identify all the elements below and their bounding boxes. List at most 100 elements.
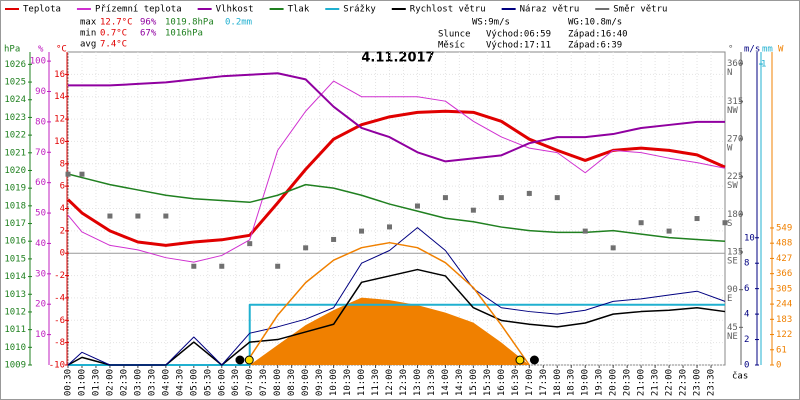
x-tick-label: 01:30 xyxy=(91,369,101,396)
wind-direction-point xyxy=(275,263,281,269)
x-tick-label: 10:30 xyxy=(343,369,353,396)
y-tick-label: 10 xyxy=(744,233,755,243)
wind-direction-point xyxy=(247,241,253,247)
x-tick-label: 05:30 xyxy=(203,369,213,396)
legend-label: Teplota xyxy=(23,5,61,15)
x-tick-label: 23:30 xyxy=(707,369,717,396)
y-tick-label: 1013 xyxy=(4,290,26,300)
y-tick-label: 6 xyxy=(60,182,65,192)
wind-direction-point xyxy=(694,216,700,222)
y-tick-label: 20 xyxy=(35,300,46,310)
x-tick-label: 04:30 xyxy=(175,369,185,396)
legend-label: Rychlost větru xyxy=(410,5,486,15)
y-tick-label: 1009 xyxy=(4,361,26,371)
y-tick-label: 427 xyxy=(776,254,792,264)
wind-direction-point xyxy=(107,213,113,219)
x-tick-label: 22:00 xyxy=(665,369,675,396)
series-line xyxy=(68,72,725,163)
y-tick-label: -8 xyxy=(54,338,65,348)
direction-label: NE xyxy=(727,332,738,342)
y-tick-label: 2 xyxy=(60,226,65,236)
y-tick-label: 305 xyxy=(776,284,792,294)
stat: 1016hPa xyxy=(165,29,203,39)
y-tick-label: 183 xyxy=(776,315,792,325)
x-tick-label: 17:30 xyxy=(539,369,549,396)
wind-direction-point xyxy=(163,213,169,219)
y-tick-label: 61 xyxy=(776,345,787,355)
y-tick-label: 1011 xyxy=(4,325,26,335)
x-tick-label: 15:00 xyxy=(469,369,479,396)
stat: 7.4°C xyxy=(100,40,127,50)
moon-label: Měsíc xyxy=(438,41,465,51)
axis-unit: W xyxy=(778,45,784,55)
y-tick-label: 1021 xyxy=(4,148,26,158)
wind-direction-point xyxy=(135,213,141,219)
stat: 0.7°C xyxy=(100,29,127,39)
direction-label: E xyxy=(727,294,732,304)
stat: 0.2mm xyxy=(225,18,252,28)
x-tick-label: 13:30 xyxy=(427,369,437,396)
chart-title: 4.11.2017 xyxy=(361,51,434,66)
stat: 67% xyxy=(140,29,157,39)
y-tick-label: 100 xyxy=(30,57,46,67)
wind-direction-point xyxy=(65,171,71,177)
y-tick-label: -2 xyxy=(54,271,65,281)
x-tick-label: 05:00 xyxy=(189,369,199,396)
x-tick-label: 10:00 xyxy=(329,369,339,396)
sun-set-marker xyxy=(515,355,525,365)
x-tick-label: 09:00 xyxy=(301,369,311,396)
legend-label: Srážky xyxy=(343,5,376,15)
wind-direction-point xyxy=(554,195,560,201)
axis-unit: m/s xyxy=(744,45,760,55)
y-tick-label: 225 xyxy=(727,172,743,182)
sun-set: Západ:16:40 xyxy=(568,30,628,40)
y-tick-label: 1020 xyxy=(4,166,26,176)
wind-direction-point xyxy=(470,207,476,213)
y-tick-label: 10 xyxy=(54,137,65,147)
x-tick-label: 08:00 xyxy=(273,369,283,396)
stat-label: min xyxy=(80,29,96,39)
x-tick-label: 19:30 xyxy=(595,369,605,396)
wind-direction-point xyxy=(414,203,420,209)
wind-info: WS:9m/s xyxy=(472,18,510,28)
direction-label: SW xyxy=(727,181,738,191)
x-tick-label: 07:30 xyxy=(259,369,269,396)
y-tick-label: -6 xyxy=(54,316,65,326)
wind-direction-point xyxy=(331,236,337,242)
y-tick-label: 14 xyxy=(54,92,65,102)
direction-label: SE xyxy=(727,257,738,267)
wind-info: WG:10.8m/s xyxy=(568,18,622,28)
x-tick-label: 14:30 xyxy=(455,369,465,396)
y-tick-label: 2 xyxy=(744,335,749,345)
x-tick-label: 14:00 xyxy=(441,369,451,396)
y-tick-label: 12 xyxy=(54,115,65,125)
y-tick-label: -4 xyxy=(54,293,65,303)
legend-label: Přízemní teplota xyxy=(95,5,182,15)
y-tick-label: 488 xyxy=(776,239,792,249)
wind-direction-point xyxy=(219,263,225,269)
sun-label: Slunce xyxy=(438,30,471,40)
y-tick-label: 1017 xyxy=(4,219,26,229)
axis-unit: hPa xyxy=(4,45,20,55)
y-tick-label: 366 xyxy=(776,269,792,279)
wind-direction-point xyxy=(498,195,504,201)
x-tick-label: 21:30 xyxy=(651,369,661,396)
x-tick-label: 20:30 xyxy=(623,369,633,396)
series-line xyxy=(67,80,726,263)
x-tick-label: 07:00 xyxy=(245,369,255,396)
y-tick-label: 45 xyxy=(727,323,738,333)
y-tick-label: 270 xyxy=(727,135,743,145)
y-tick-label: 80 xyxy=(35,117,46,127)
wind-direction-point xyxy=(722,220,728,226)
x-tick-label: 21:00 xyxy=(637,369,647,396)
x-tick-label: 19:00 xyxy=(581,369,591,396)
y-tick-label: 16 xyxy=(54,70,65,80)
direction-label: NW xyxy=(727,106,738,116)
moon-rise-marker xyxy=(529,355,539,365)
stat-label: avg xyxy=(80,40,96,50)
x-tick-label: 06:30 xyxy=(231,369,241,396)
y-tick-label: 122 xyxy=(776,330,792,340)
stat-label: max xyxy=(80,18,97,28)
x-tick-label: 01:00 xyxy=(77,369,87,396)
y-tick-label: 0 xyxy=(744,361,749,371)
